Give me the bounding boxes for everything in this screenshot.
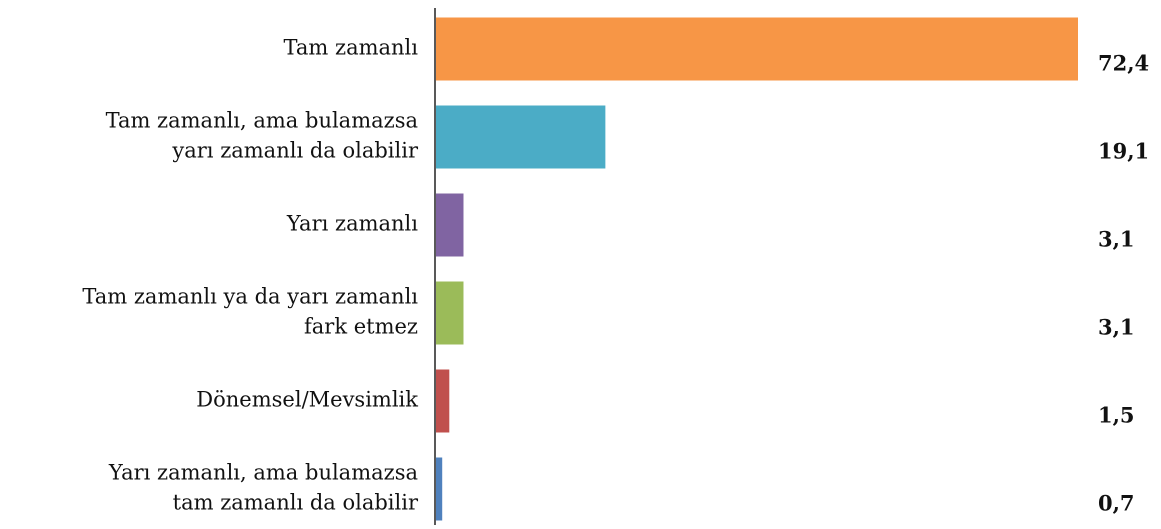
bar	[436, 457, 443, 521]
bar	[436, 105, 606, 169]
value-label: 3,1	[1098, 315, 1135, 340]
bar	[436, 281, 464, 345]
bar	[436, 17, 1078, 81]
category-label: Yarı zamanlı, ama bulamazsa	[108, 461, 418, 485]
category-label: tam zamanlı da olabilir	[173, 491, 419, 515]
category-label: Dönemsel/Mevsimlik	[196, 388, 418, 412]
value-label: 3,1	[1098, 227, 1135, 252]
category-label: Tam zamanlı, ama bulamazsa	[106, 109, 418, 133]
category-label: yarı zamanlı da olabilir	[171, 139, 419, 163]
bar	[436, 193, 464, 257]
bar	[436, 369, 450, 433]
category-label: Tam zamanlı ya da yarı zamanlı	[82, 285, 418, 309]
value-label: 19,1	[1098, 139, 1149, 164]
value-label: 1,5	[1098, 403, 1135, 428]
category-label: Tam zamanlı	[284, 36, 419, 60]
category-label: Yarı zamanlı	[286, 212, 418, 236]
value-label: 72,4	[1098, 51, 1149, 76]
value-label: 0,7	[1098, 491, 1135, 516]
category-label: fark etmez	[304, 315, 418, 339]
